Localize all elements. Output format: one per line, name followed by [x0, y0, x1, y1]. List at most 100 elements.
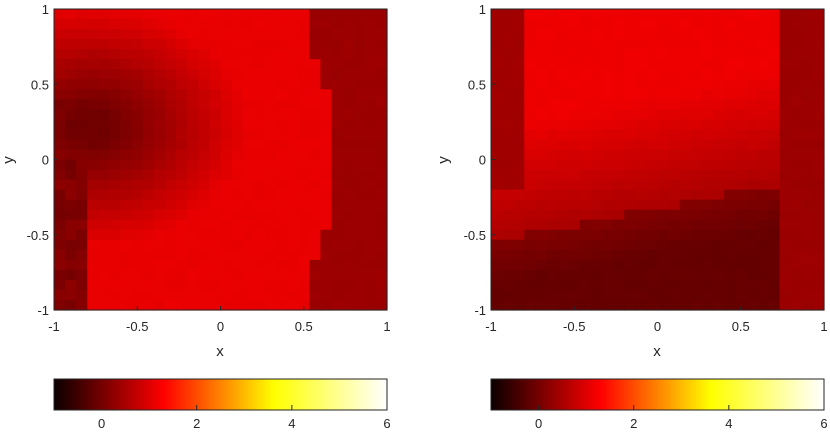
heatmap-cell	[264, 229, 277, 241]
heatmap-cell	[353, 149, 366, 161]
heatmap-cell	[546, 139, 559, 151]
heatmap-cell	[801, 239, 814, 251]
heatmap-cell	[657, 199, 670, 211]
heatmap-cell	[331, 249, 344, 261]
heatmap-cell	[153, 219, 166, 231]
heatmap-cell	[779, 269, 792, 281]
heatmap-cell	[287, 119, 299, 130]
heatmap-cell	[779, 169, 792, 181]
heatmap-cell	[801, 289, 814, 301]
heatmap-cell	[524, 179, 536, 191]
heatmap-cell	[491, 79, 503, 90]
heatmap-cell	[231, 269, 244, 281]
heatmap-cell	[613, 49, 625, 60]
heatmap-cell	[679, 119, 692, 130]
heatmap-cell	[287, 239, 299, 251]
heatmap-cell	[253, 49, 266, 60]
heatmap-cell	[320, 79, 333, 90]
heatmap-cell	[579, 269, 592, 281]
heatmap-cell	[54, 189, 66, 201]
heatmap-cell	[546, 239, 559, 251]
heatmap-cell	[768, 169, 781, 181]
heatmap-cell	[768, 39, 781, 50]
heatmap-cell	[602, 299, 614, 311]
heatmap-cell	[242, 279, 255, 291]
heatmap-cell	[668, 229, 681, 241]
heatmap-cell	[535, 269, 548, 281]
heatmap-cell	[679, 169, 692, 181]
heatmap-cell	[187, 79, 199, 90]
heatmap-cell	[746, 39, 758, 50]
heatmap-cell	[557, 269, 570, 281]
heatmap-cell	[579, 39, 592, 50]
y-tick-label: 0	[42, 153, 49, 168]
heatmap-cell	[546, 89, 559, 100]
heatmap-cell	[502, 19, 514, 30]
heatmap-cell	[253, 9, 266, 20]
x-tick-label: -1	[48, 319, 60, 334]
heatmap-cell	[679, 49, 692, 60]
heatmap-cell	[790, 249, 803, 261]
heatmap-cell	[746, 59, 758, 70]
heatmap-cell	[165, 129, 177, 141]
heatmap-cell	[713, 109, 725, 120]
heatmap-cell	[768, 159, 781, 171]
heatmap-cell	[668, 149, 681, 161]
heatmap-cell	[590, 249, 603, 261]
heatmap-cell	[635, 169, 647, 181]
heatmap-cell	[713, 279, 725, 291]
heatmap-cell	[142, 159, 155, 171]
heatmap-cell	[513, 129, 525, 141]
heatmap-cell	[142, 299, 155, 311]
heatmap-cell	[220, 19, 233, 30]
heatmap-cell	[320, 279, 333, 291]
heatmap-cell	[690, 19, 703, 30]
heatmap-cell	[679, 79, 692, 90]
heatmap-cell	[287, 149, 299, 161]
heatmap-cell	[54, 39, 66, 50]
heatmap-cell	[98, 139, 111, 151]
heatmap-cell	[491, 159, 503, 171]
heatmap-cell	[646, 149, 659, 161]
heatmap-cell	[801, 109, 814, 120]
heatmap-cell	[646, 79, 659, 90]
heatmap-cell	[557, 209, 570, 221]
heatmap-cell	[98, 259, 111, 271]
heatmap-cell	[679, 179, 692, 191]
heatmap-cell	[87, 29, 99, 40]
heatmap-cell	[724, 189, 736, 201]
heatmap-cell	[231, 69, 244, 80]
heatmap-cell	[491, 129, 503, 141]
heatmap-cell	[535, 279, 548, 291]
heatmap-cell	[253, 169, 266, 181]
heatmap-cell	[76, 169, 88, 181]
heatmap-cell	[320, 49, 333, 60]
heatmap-cell	[513, 79, 525, 90]
heatmap-cell	[276, 289, 288, 301]
heatmap-cell	[342, 189, 355, 201]
heatmap-cell	[546, 59, 559, 70]
heatmap-cell	[65, 129, 77, 141]
heatmap-cell	[364, 129, 377, 141]
heatmap-cell	[287, 219, 299, 231]
heatmap-cell	[635, 79, 647, 90]
heatmap-cell	[76, 289, 88, 301]
heatmap-cell	[779, 69, 792, 80]
heatmap-cell	[613, 159, 625, 171]
heatmap-cell	[253, 119, 266, 130]
heatmap-cell	[65, 169, 77, 181]
heatmap-cell	[713, 149, 725, 161]
heatmap-cell	[668, 239, 681, 251]
heatmap-cell	[624, 269, 636, 281]
heatmap-cell	[120, 219, 133, 231]
heatmap-cell	[165, 279, 177, 291]
heatmap-cell	[131, 249, 144, 261]
heatmap-cell	[602, 19, 614, 30]
heatmap-cell	[176, 99, 188, 110]
heatmap-cell	[331, 79, 344, 90]
heatmap-cell	[142, 99, 155, 110]
heatmap-cell	[375, 179, 388, 191]
heatmap-cell	[231, 229, 244, 241]
heatmap-cell	[679, 109, 692, 120]
heatmap-cell	[253, 219, 266, 231]
